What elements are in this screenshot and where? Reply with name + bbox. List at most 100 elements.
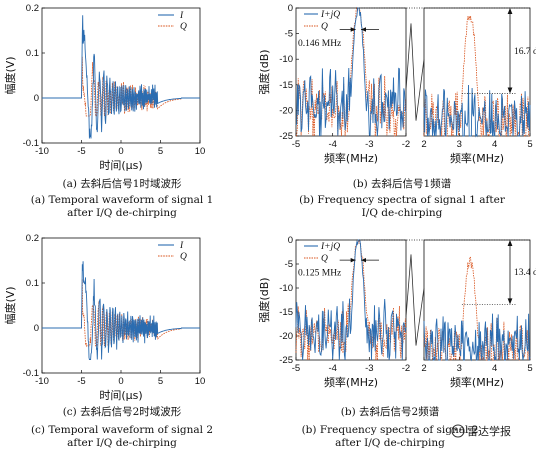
x-tick-label: -3	[365, 363, 373, 374]
series-q-left	[295, 239, 407, 361]
spectrum-series-group	[295, 6, 531, 138]
suppression-arrowhead-bottom	[507, 87, 513, 94]
y-tick-label: -0.1	[23, 138, 39, 149]
x-tick-label: -10	[35, 376, 49, 387]
x-tick-label: 4	[492, 139, 497, 150]
watermark-logo: 雷达学报	[451, 424, 511, 438]
x-tick-label: 3	[457, 363, 462, 374]
series-ijq-right	[423, 313, 531, 362]
legend-q-label: Q	[180, 252, 187, 262]
y-tick-label: -0.1	[23, 368, 39, 379]
caption-b-en1: (b) Frequency spectra of signal 1 after	[299, 194, 506, 206]
plot-frame	[295, 7, 407, 137]
y-tick-label: -15	[279, 80, 293, 91]
caption-a-en2: after I/Q de-chirping	[67, 207, 177, 219]
x-tick-label: 10	[195, 146, 206, 157]
series-i-line	[42, 15, 200, 139]
x-tick-label: -5	[292, 139, 300, 150]
x-tick-label: 0	[118, 376, 123, 387]
x-axis-label: 时间(μs)	[99, 159, 142, 172]
legend-q-label: Q	[180, 22, 187, 32]
plot-frame	[295, 239, 407, 361]
y-tick-label: 0.2	[26, 3, 39, 14]
y-tick-label: 0	[34, 93, 39, 104]
axis-break-line	[405, 254, 425, 346]
caption-d-en1: (b) Frequency spectra of signal 2	[302, 424, 479, 436]
bandwidth-arrowhead-left	[350, 27, 356, 32]
x-tick-label: 5	[158, 376, 163, 387]
x-tick-label: 4	[492, 363, 497, 374]
suppression-arrowhead-top	[507, 240, 513, 246]
plot-frame	[41, 237, 201, 374]
series-ijq-left	[295, 7, 407, 137]
x-tick-label: 0	[118, 146, 123, 157]
y-tick-label: -10	[279, 283, 293, 294]
x-axis-label-left: 频率(MHz)	[324, 375, 378, 389]
caption-c-en1: (c) Temporal waveform of signal 2	[31, 424, 213, 436]
y-tick-label: -15	[279, 307, 293, 318]
axis-break-line	[405, 23, 425, 121]
x-tick-label: 5	[527, 139, 532, 150]
bandwidth-arrowhead-right	[361, 27, 367, 32]
y-tick-label: -25	[279, 131, 293, 142]
x-tick-label: 2	[421, 363, 426, 374]
y-tick-label: -5	[285, 259, 293, 270]
x-tick-label: -10	[35, 146, 49, 157]
watermark-text: 雷达学报	[467, 424, 511, 438]
x-tick-label: -5	[77, 146, 85, 157]
x-axis-label: 时间(μs)	[99, 389, 142, 402]
y-tick-label: 0	[34, 323, 39, 334]
x-axis-label-right: 频率(MHz)	[450, 375, 504, 389]
spectrum-series-group	[295, 239, 531, 362]
series-q-right	[423, 256, 531, 362]
caption-a-en1: (a) Temporal waveform of signal 1	[31, 194, 214, 206]
y-tick-label: -5	[285, 29, 293, 40]
bandwidth-label: 0.146 MHz	[298, 39, 341, 49]
legend-ijq-label: I+jQ	[320, 10, 340, 20]
x-axis-label-left: 频率(MHz)	[324, 151, 378, 165]
x-tick-label: -2	[402, 363, 410, 374]
series-ijq-left	[295, 239, 407, 361]
bandwidth-arrowhead-right	[361, 257, 367, 263]
suppression-arrowhead-bottom	[507, 298, 513, 305]
y-tick-label: -25	[279, 355, 293, 366]
series-i-line	[42, 261, 200, 360]
legend-ijq-label: I+jQ	[320, 242, 340, 252]
caption-a-cn: (a) 去斜后信号1时域波形	[63, 177, 182, 190]
suppression-label: 13.4 dB	[514, 268, 536, 278]
x-tick-label: 3	[457, 139, 462, 150]
legend-q-label: Q	[321, 254, 328, 264]
y-axis-label: 强度(dB)	[257, 49, 271, 94]
x-tick-label: -4	[328, 139, 336, 150]
series-ijq-right	[423, 84, 531, 138]
y-tick-label: 0	[288, 235, 293, 246]
y-tick-label: -10	[279, 54, 293, 65]
y-axis-label: 幅度(V)	[3, 286, 17, 324]
bandwidth-arrowhead-left	[350, 257, 356, 263]
y-tick-label: 0.1	[26, 278, 39, 289]
caption-c-cn: (c) 去斜后信号2时域波形	[63, 405, 182, 418]
caption-d-cn: (b) 去斜后信号2频谱	[341, 405, 440, 418]
x-tick-label: -5	[77, 376, 85, 387]
x-tick-label: 5	[527, 363, 532, 374]
y-tick-label: -20	[279, 105, 293, 116]
legend-i-label: I	[179, 11, 184, 21]
plot-frame	[41, 7, 201, 144]
x-tick-label: 10	[195, 376, 206, 387]
x-tick-label: 5	[158, 146, 163, 157]
suppression-arrowhead-top	[507, 8, 513, 14]
caption-b-cn: (b) 去斜后信号1频谱	[353, 177, 452, 190]
x-tick-label: -3	[365, 139, 373, 150]
bandwidth-label: 0.125 MHz	[298, 269, 341, 279]
x-tick-label: -5	[292, 363, 300, 374]
y-tick-label: 0.1	[26, 48, 39, 59]
x-axis-label-right: 频率(MHz)	[450, 151, 504, 165]
y-axis-label: 强度(dB)	[257, 277, 271, 322]
legend-q-label: Q	[321, 22, 328, 32]
x-tick-label: -4	[328, 363, 336, 374]
legend-i-label: I	[179, 241, 184, 251]
suppression-label: 16.7 dB	[514, 47, 536, 57]
y-tick-label: 0	[288, 3, 293, 14]
y-tick-label: 0.2	[26, 233, 39, 244]
